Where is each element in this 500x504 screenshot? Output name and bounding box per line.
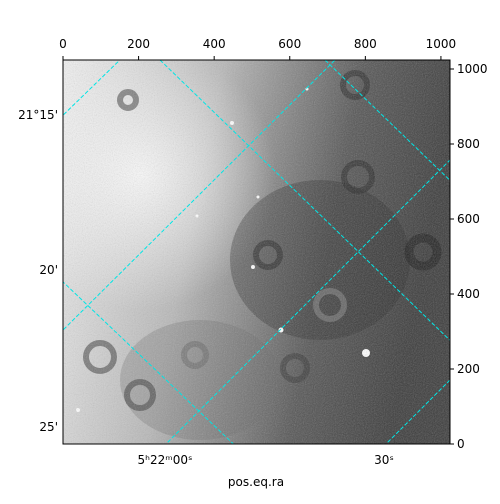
y-tick-label: 0 [457, 437, 465, 451]
y-tick-label: 200 [457, 362, 480, 376]
x-axis-label: pos.eq.ra [228, 475, 284, 489]
x-tick-label: 600 [278, 37, 301, 51]
x-tick-label: 200 [127, 37, 150, 51]
y-tick-label: 800 [457, 137, 480, 151]
x-tick-label: 0 [59, 37, 67, 51]
y-tick-label: 400 [457, 287, 480, 301]
ra-tick-label: 5ʰ22ᵐ00ˢ [138, 453, 193, 467]
x-tick-label: 800 [354, 37, 377, 51]
x-tick-label: 400 [203, 37, 226, 51]
x-tick-label: 1000 [426, 37, 457, 51]
ra-tick-label: 30ˢ [374, 453, 394, 467]
y-tick-label: 600 [457, 212, 480, 226]
wcs-grid [63, 60, 450, 444]
dec-tick-label: 25' [39, 420, 58, 434]
frame [62, 59, 451, 445]
dec-tick-label: 20' [39, 263, 58, 277]
y-tick-label: 1000 [457, 62, 488, 76]
dec-tick-label: 21°15' [18, 108, 58, 122]
sky-image [63, 60, 450, 444]
